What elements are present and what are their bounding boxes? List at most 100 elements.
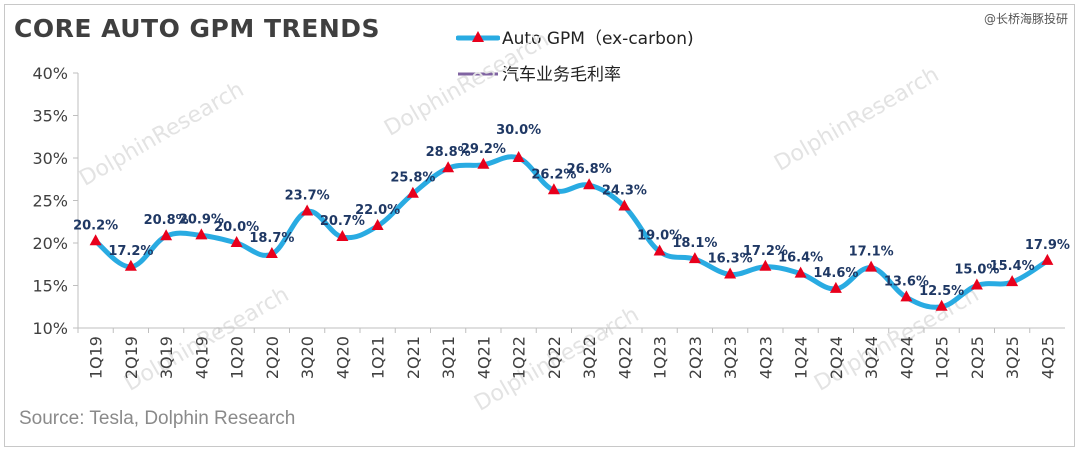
x-tick-label: 1Q19 <box>87 336 106 379</box>
data-label: 20.8% <box>144 213 189 228</box>
data-label: 30.0% <box>496 123 541 138</box>
data-label: 13.6% <box>884 274 929 289</box>
data-label: 19.0% <box>637 229 682 244</box>
legend-label-auto-gpm: Auto GPM（ex-carbon) <box>502 29 694 49</box>
data-label: 16.4% <box>778 251 823 266</box>
source-note: Source: Tesla, Dolphin Research <box>19 408 296 429</box>
x-tick-label: 2Q23 <box>686 336 705 379</box>
x-tick-label: 4Q23 <box>756 336 775 379</box>
data-label: 26.8% <box>567 162 612 177</box>
data-point-marker <box>89 234 102 246</box>
data-label: 18.1% <box>672 236 717 251</box>
data-point-marker <box>759 259 772 271</box>
x-tick-label: 1Q23 <box>651 336 670 379</box>
data-point-marker <box>230 236 243 247</box>
y-tick-label: 25% <box>32 192 68 211</box>
y-tick-label: 30% <box>32 149 68 168</box>
data-label: 18.7% <box>249 231 294 246</box>
data-label: 17.1% <box>849 245 894 260</box>
data-label: 15.0% <box>954 263 999 278</box>
data-point-marker <box>406 186 419 198</box>
data-point-marker <box>829 281 842 293</box>
series-layer <box>93 154 1050 310</box>
x-tick-label: 3Q23 <box>721 336 740 379</box>
x-tick-label: 1Q25 <box>933 336 952 379</box>
data-point-marker <box>900 290 913 302</box>
chart-frame <box>4 4 1075 447</box>
data-label: 14.6% <box>813 266 858 281</box>
data-point-marker <box>724 267 737 279</box>
x-tick-label: 3Q20 <box>298 336 317 379</box>
x-tick-label: 1Q22 <box>510 336 529 379</box>
data-label: 29.2% <box>461 142 506 157</box>
data-point-marker <box>195 228 208 240</box>
y-tick-label: 35% <box>32 107 68 126</box>
x-tick-label: 3Q22 <box>580 336 599 379</box>
data-point-marker <box>618 199 631 211</box>
x-tick-label: 2Q21 <box>404 336 423 379</box>
corner-mark: @长桥海豚投研 <box>983 12 1068 26</box>
x-tick-label: 4Q24 <box>897 336 916 379</box>
legend-item-auto-business-gpm: 汽车业务毛利率 <box>456 60 621 85</box>
watermark-text: DolphinResearch <box>770 62 943 176</box>
legend-label-auto-business-gpm: 汽车业务毛利率 <box>502 65 621 85</box>
data-point-marker <box>865 260 878 272</box>
data-point-marker <box>265 247 278 259</box>
legend-swatch-auto-gpm <box>456 30 500 42</box>
data-label: 20.2% <box>73 218 118 233</box>
x-tick-label: 3Q25 <box>1003 336 1022 379</box>
data-label: 17.2% <box>108 244 153 259</box>
x-tick-label: 2Q25 <box>968 336 987 379</box>
x-tick-label: 2Q19 <box>122 336 141 379</box>
data-label: 20.7% <box>320 214 365 229</box>
axis-layer: 10% 15% 20% 25% 30% 35% 40% 1Q19 2Q19 3Q19 4Q19 1Q2… <box>32 64 1065 379</box>
legend-item-auto-gpm: Auto GPM（ex-carbon) <box>456 24 694 49</box>
x-tick-label: 4Q21 <box>474 336 493 379</box>
data-point-marker <box>583 178 596 190</box>
x-tick-label: 1Q20 <box>228 336 247 379</box>
data-point-marker <box>935 299 948 311</box>
data-point-marker <box>124 259 137 271</box>
x-tick-label: 3Q24 <box>862 336 881 379</box>
data-point-marker <box>160 229 173 241</box>
marker-layer <box>89 151 1054 311</box>
data-label: 17.9% <box>1025 238 1070 253</box>
y-tick-label: 15% <box>32 277 68 296</box>
watermark-text: DolphinResearch <box>75 77 248 191</box>
data-point-marker <box>547 183 560 195</box>
y-tick-label: 10% <box>32 319 68 338</box>
x-tick-label: 2Q22 <box>545 336 564 379</box>
x-tick-label: 4Q19 <box>192 336 211 379</box>
x-tick-label: 2Q20 <box>263 336 282 379</box>
data-point-marker <box>477 157 490 169</box>
data-point-marker <box>653 244 666 256</box>
chart-title: CORE AUTO GPM TRENDS <box>14 14 381 43</box>
data-point-marker <box>1006 275 1019 287</box>
data-label-layer: 20.2% 17.2% 20.8%20.9%20.0%18.7% 23.7% 20.7%… <box>73 123 1070 299</box>
data-label: 24.3% <box>602 183 647 198</box>
y-tick-label: 40% <box>32 64 68 83</box>
x-tick-label: 3Q19 <box>157 336 176 379</box>
data-label: 16.3% <box>708 251 753 266</box>
series-line-auto-gpm <box>93 154 1050 310</box>
data-point-marker <box>442 161 455 173</box>
x-tick-label: 4Q25 <box>1038 336 1057 379</box>
data-label: 22.0% <box>355 203 400 218</box>
x-tick-label: 1Q21 <box>369 336 388 379</box>
data-label: 25.8% <box>390 171 435 186</box>
data-point-marker <box>371 219 384 230</box>
x-tick-label: 4Q22 <box>615 336 634 379</box>
data-label: 23.7% <box>285 189 330 204</box>
data-label: 17.2% <box>743 244 788 259</box>
data-point-marker <box>970 278 983 290</box>
data-point-marker <box>688 252 701 264</box>
x-tick-label: 1Q24 <box>792 336 811 379</box>
data-point-marker <box>512 151 525 162</box>
x-tick-label: 4Q20 <box>333 336 352 379</box>
data-label: 28.8% <box>426 145 471 160</box>
data-label: 20.9% <box>179 212 224 227</box>
data-point-marker <box>794 266 807 278</box>
x-tick-label: 2Q24 <box>827 336 846 379</box>
